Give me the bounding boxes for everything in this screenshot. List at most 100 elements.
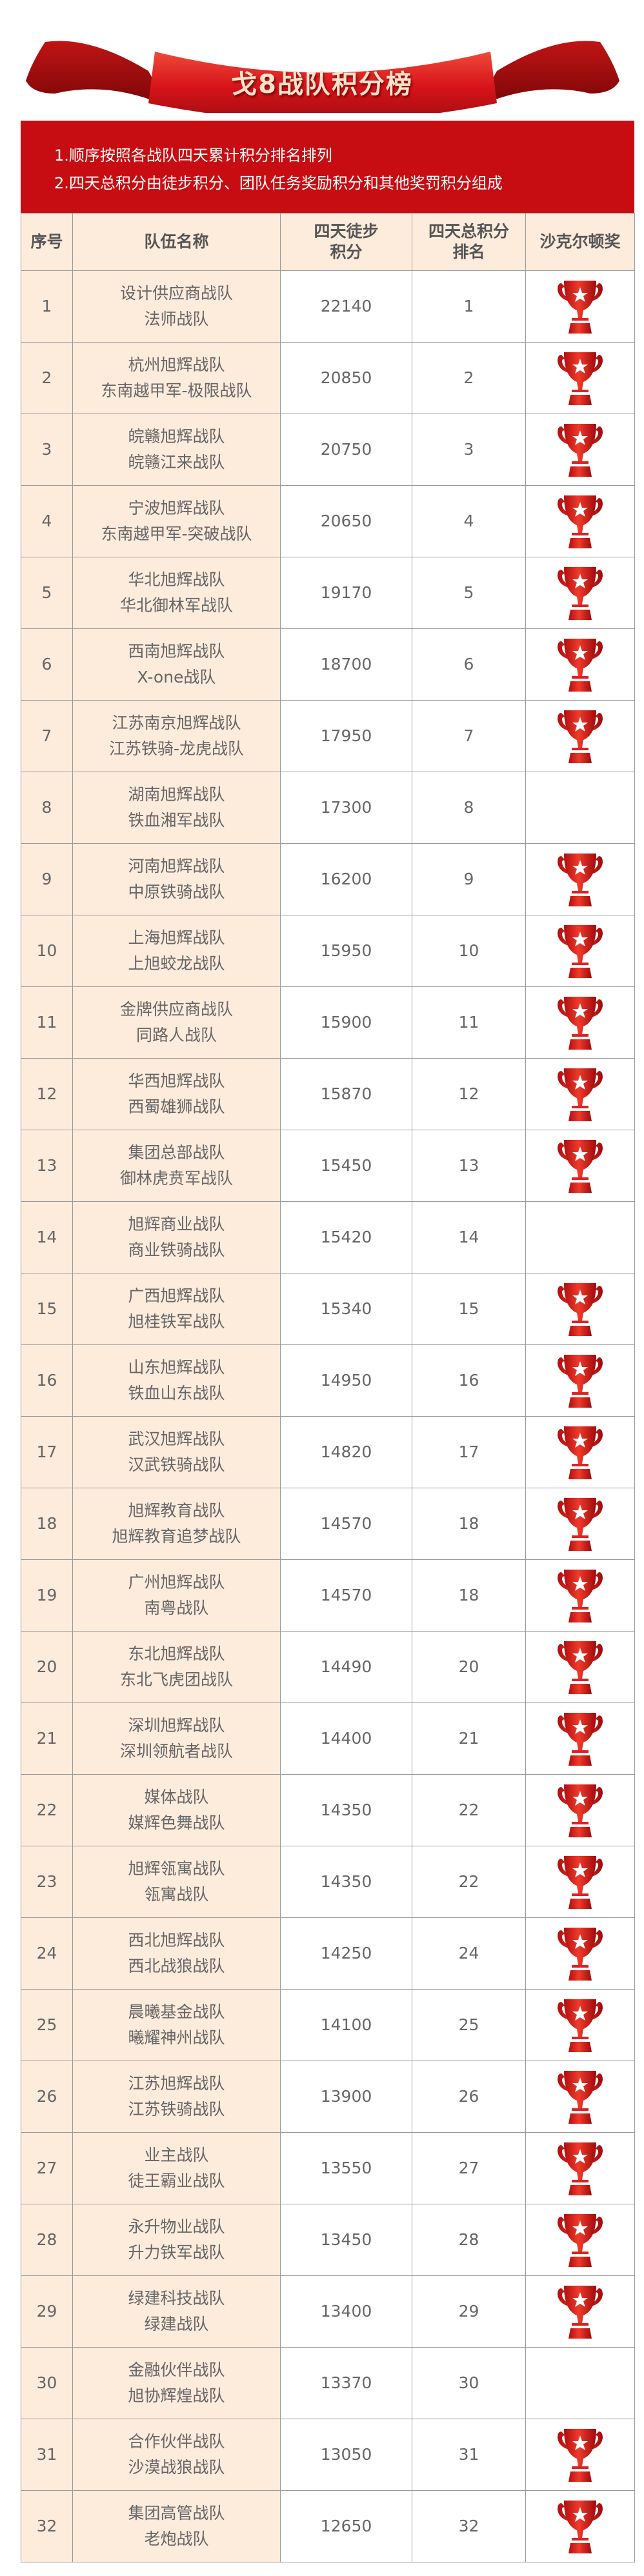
trophy-icon [558,2501,603,2553]
walk-score: 20650 [280,485,412,557]
team-name-primary: 金牌供应商战队 [119,1000,233,1019]
walk-score: 20750 [280,414,412,486]
team-name-secondary: 西北战狼战队 [128,1957,225,1975]
team-name-primary: 杭州旭辉战队 [128,355,225,374]
table-row: 27 业主战队 徒王霸业战队 13550 27 [21,2132,635,2204]
walk-score: 14490 [280,1631,412,1703]
team-name-secondary: 江苏铁骑-龙虎战队 [108,739,245,758]
notes-box: 1.顺序按照各战队四天累计积分排名排列 2.四天总积分由徒步积分、团队任务奖励积… [21,121,634,213]
ranking-table: 序号 队伍名称 四天徒步 积分 四天总积分 排名 沙克尔顿奖 1 设计供应商战队法… [21,213,635,2562]
table-header-row: 序号 队伍名称 四天徒步 积分 四天总积分 排名 沙克尔顿奖 [21,213,635,271]
table-row: 11 金牌供应商战队 同路人战队 15900 11 [21,986,635,1059]
row-no: 16 [21,1344,73,1417]
team-name-secondary: 东南越甲军-突破战队 [101,524,252,543]
walk-score: 14950 [280,1344,412,1417]
award-cell [525,1559,635,1632]
row-no: 32 [21,2490,73,2562]
team-name-secondary: 西蜀雄狮战队 [128,1097,225,1116]
walk-score: 15900 [280,986,412,1059]
team-name-primary: 旭辉教育战队 [128,1501,225,1520]
team-name-primary: 永升物业战队 [128,2217,225,2236]
team-name-primary: 绿建科技战队 [128,2289,225,2308]
walk-score: 14350 [280,1846,412,1918]
team-name-primary: 合作伙伴战队 [128,2432,225,2451]
row-no: 27 [21,2132,73,2204]
team-name-primary: 西南旭辉战队 [128,642,225,661]
total-rank: 9 [412,843,526,915]
total-rank: 30 [412,2347,526,2419]
row-no: 5 [21,557,73,629]
table-row: 20 东北旭辉战队 东北飞虎团战队 14490 20 [21,1631,635,1703]
team-name: 广西旭辉战队 旭桂铁军战队 [72,1273,281,1345]
row-no: 4 [21,485,73,557]
total-rank: 32 [412,2490,526,2562]
trophy-icon [558,1426,603,1479]
team-name-primary: 金融伙伴战队 [128,2361,225,2379]
walk-score: 14250 [280,1917,412,1990]
trophy-icon [558,1856,603,1909]
team-name: 江苏南京旭辉战队 江苏铁骑-龙虎战队 [72,700,281,772]
walk-score: 15340 [280,1273,412,1345]
row-no: 30 [21,2347,73,2419]
team-name: 旭辉教育战队 旭辉教育追梦战队 [72,1488,281,1560]
table-row: 31 合作伙伴战队 沙漠战狼战队 13050 31 [21,2419,635,2491]
total-rank: 14 [412,1201,526,1273]
walk-score: 15420 [280,1201,412,1273]
team-name-primary: 东北旭辉战队 [128,1644,225,1663]
total-rank: 25 [412,1989,526,2061]
row-no: 3 [21,414,73,486]
table-row: 15 广西旭辉战队 旭桂铁军战队 15340 15 [21,1273,635,1345]
team-name-secondary: 曦耀神州战队 [128,2028,225,2047]
team-name-secondary: 瓴寓战队 [144,1885,209,1904]
row-no: 29 [21,2275,73,2348]
team-name: 深圳旭辉战队 深圳领航者战队 [72,1702,281,1775]
row-no: 19 [21,1559,73,1632]
team-name-secondary: 御林虎贲军战队 [119,1169,233,1188]
total-rank: 13 [412,1130,526,1202]
row-no: 10 [21,915,73,987]
team-name-secondary: 法师战队 [144,310,209,328]
trophy-icon [558,1068,603,1121]
table-row: 30 金融伙伴战队 旭协辉煌战队 13370 30 [21,2347,635,2419]
total-rank: 1 [412,270,526,343]
team-name-secondary: 升力铁军战队 [128,2243,225,2262]
ribbon-banner [26,41,619,113]
award-cell [525,1273,635,1345]
row-no: 23 [21,1846,73,1918]
team-name: 西北旭辉战队 西北战狼战队 [72,1917,281,1990]
trophy-icon [558,2286,603,2339]
team-name-primary: 宁波旭辉战队 [128,499,225,517]
row-no: 15 [21,1273,73,1345]
team-name: 设计供应商战队 法师战队 [72,270,281,343]
table-row: 29 绿建科技战队 绿建战队 13400 29 [21,2275,635,2348]
table-row: 28 永升物业战队 升力铁军战队 13450 28 [21,2204,635,2276]
team-name-secondary: 中原铁骑战队 [128,883,225,901]
team-name: 东北旭辉战队 东北飞虎团战队 [72,1631,281,1703]
team-name: 金融伙伴战队 旭协辉煌战队 [72,2347,281,2419]
header-award: 沙克尔顿奖 [525,213,635,271]
walk-score: 14820 [280,1416,412,1488]
walk-score: 19170 [280,557,412,629]
team-name-primary: 西北旭辉战队 [128,1931,225,1950]
team-name: 绿建科技战队 绿建战队 [72,2275,281,2348]
award-cell [525,772,635,844]
award-cell [525,2204,635,2276]
team-name-primary: 河南旭辉战队 [128,857,225,875]
team-name-primary: 媒体战队 [144,1788,209,1806]
table-row: 18 旭辉教育战队 旭辉教育追梦战队 14570 18 [21,1488,635,1560]
team-name-primary: 江苏旭辉战队 [128,2074,225,2093]
team-name-secondary: 媒辉色舞战队 [128,1813,225,1832]
award-cell [525,843,635,915]
walk-score: 14570 [280,1488,412,1560]
row-no: 12 [21,1058,73,1130]
team-name-secondary: 徒王霸业战队 [128,2172,225,2190]
team-name-primary: 深圳旭辉战队 [128,1716,225,1735]
trophy-icon [558,1713,603,1766]
total-rank: 3 [412,414,526,486]
team-name-primary: 旭辉瓴寓战队 [128,1859,225,1878]
row-no: 14 [21,1201,73,1273]
trophy-icon [558,1283,603,1336]
award-cell [525,700,635,772]
table-row: 25 晨曦基金战队 曦耀神州战队 14100 25 [21,1989,635,2061]
team-name-primary: 广州旭辉战队 [128,1573,225,1592]
